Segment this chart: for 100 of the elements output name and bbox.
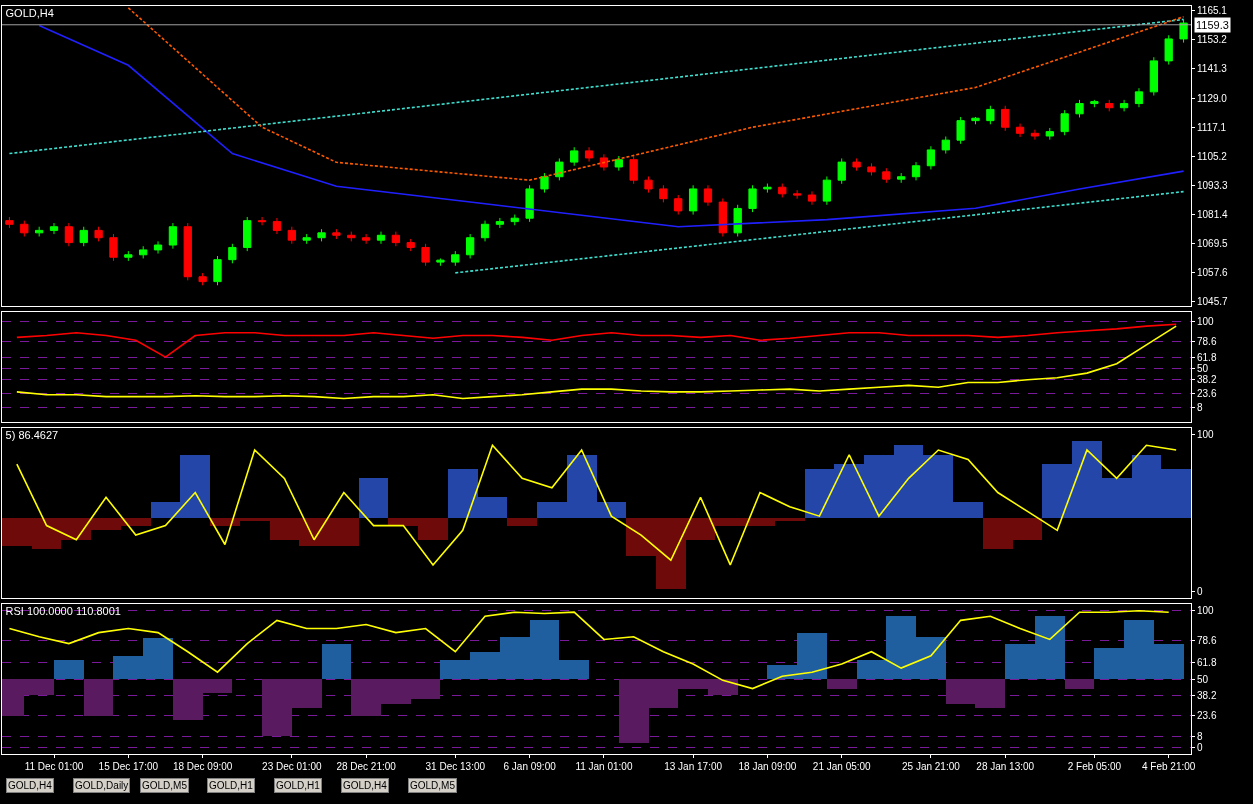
- candlestick: [867, 162, 876, 177]
- candlestick: [49, 222, 59, 235]
- y-tick-label: 8: [1197, 730, 1203, 742]
- candlestick: [466, 233, 475, 259]
- line-series: [16, 323, 1177, 358]
- line-series: [127, 7, 1185, 181]
- line-series: [16, 444, 1177, 566]
- y-tick-label: 1081.4: [1197, 209, 1229, 221]
- bar: [54, 659, 84, 679]
- y-tick-label: 50: [1197, 673, 1209, 685]
- y-tick-label: 1165.1: [1197, 5, 1228, 17]
- y-tick-label: 23.6: [1197, 387, 1217, 399]
- text: GOLD,M5: [142, 780, 188, 791]
- candlestick: [629, 155, 638, 185]
- y-tick-label: 38.2: [1197, 689, 1217, 701]
- candlestick: [584, 146, 594, 163]
- x-tick-label: 28 Dec 21:00: [336, 761, 397, 772]
- y-tick-label: 100: [1197, 315, 1215, 327]
- candlestick: [139, 245, 148, 259]
- candlestick: [926, 145, 936, 170]
- y-tick-label: 8: [1197, 402, 1203, 414]
- y-tick-label: 23.6: [1197, 709, 1217, 721]
- candlestick: [688, 184, 698, 216]
- candlestick: [897, 172, 906, 184]
- x-tick-label: 31 Dec 13:00: [425, 761, 486, 772]
- candlestick: [570, 146, 579, 167]
- text: GOLD,H4: [8, 780, 53, 791]
- candlestick: [956, 116, 965, 145]
- text: GOLD,H1: [276, 780, 321, 791]
- candlestick: [1164, 34, 1173, 66]
- y-tick-label: 1105.2: [1197, 151, 1228, 163]
- x-tick-label: 23 Dec 01:00: [262, 761, 322, 772]
- candlestick: [109, 233, 118, 262]
- x-tick-label: 18 Dec 09:00: [172, 761, 233, 772]
- y-tick-label: 78.6: [1197, 634, 1217, 646]
- x-tick-label: 6 Jan 09:00: [503, 761, 557, 772]
- candlestick: [1105, 99, 1114, 112]
- candlestick: [421, 243, 430, 267]
- bar: [321, 643, 352, 679]
- candlestick: [451, 250, 460, 267]
- candlestick: [257, 216, 267, 226]
- candlestick: [748, 184, 757, 213]
- candlestick: [882, 167, 891, 184]
- candlestick: [213, 255, 222, 286]
- candlestick: [302, 233, 311, 245]
- y-tick-label: 100: [1197, 605, 1215, 617]
- y-tick-label: 0: [1197, 586, 1203, 598]
- candlestick: [599, 153, 609, 172]
- line-series: [38, 24, 1185, 228]
- bar: [358, 478, 389, 518]
- candlestick: [272, 217, 282, 235]
- candlestick: [852, 157, 861, 172]
- candlestick: [406, 238, 415, 252]
- chart-title: RSI 100.0000 110.8001: [5, 604, 121, 617]
- candlestick: [124, 250, 133, 262]
- candlestick: [376, 231, 386, 245]
- candlestick: [1090, 99, 1099, 108]
- bar: [83, 679, 114, 716]
- chart-title: 5) 86.4627: [5, 428, 59, 441]
- x-tick-label: 28 Jan 13:00: [976, 761, 1035, 772]
- candlestick: [64, 222, 74, 247]
- text: GOLD,H1: [209, 780, 254, 791]
- candlestick: [540, 172, 549, 194]
- candlestick: [614, 155, 623, 172]
- y-tick-label: 38.2: [1197, 374, 1217, 385]
- candlestick: [1030, 129, 1040, 141]
- y-tick-label: 1141.3: [1197, 63, 1228, 75]
- candlestick: [495, 217, 505, 229]
- candlestick: [198, 272, 207, 286]
- candlestick: [153, 240, 163, 255]
- chart-title: GOLD,H4: [5, 6, 54, 19]
- y-tick-label: 1153.2: [1197, 34, 1228, 46]
- candlestick: [361, 233, 371, 245]
- candlestick: [94, 226, 103, 242]
- candlestick: [20, 220, 29, 237]
- y-tick-label: 50: [1197, 362, 1209, 374]
- candlestick: [79, 226, 88, 247]
- candlestick: [911, 161, 921, 181]
- y-tick-label: 100: [1197, 428, 1215, 440]
- x-tick-label: 4 Feb 21:00: [1142, 761, 1196, 772]
- y-tick-label: 1045.7: [1197, 296, 1229, 308]
- y-tick-label: 61.8: [1197, 351, 1217, 363]
- text: GOLD,H4: [343, 780, 388, 791]
- x-tick-label: 15 Dec 17:00: [98, 761, 159, 772]
- candlestick: [837, 157, 846, 185]
- candlestick: [733, 204, 742, 237]
- bar: [507, 517, 538, 526]
- candlestick: [763, 183, 772, 194]
- candlestick: [793, 189, 802, 200]
- candlestick: [807, 190, 817, 206]
- y-tick-label: 61.8: [1197, 657, 1217, 669]
- y-tick-label: 0: [1197, 741, 1203, 753]
- bar: [826, 679, 857, 689]
- candlestick: [332, 228, 341, 240]
- candlestick: [1015, 123, 1025, 138]
- text: GOLD,Daily: [75, 780, 129, 791]
- candlestick: [391, 231, 400, 247]
- y-tick-label: 1093.3: [1197, 180, 1229, 192]
- candlestick: [228, 243, 237, 264]
- x-tick-label: 18 Jan 09:00: [738, 761, 797, 772]
